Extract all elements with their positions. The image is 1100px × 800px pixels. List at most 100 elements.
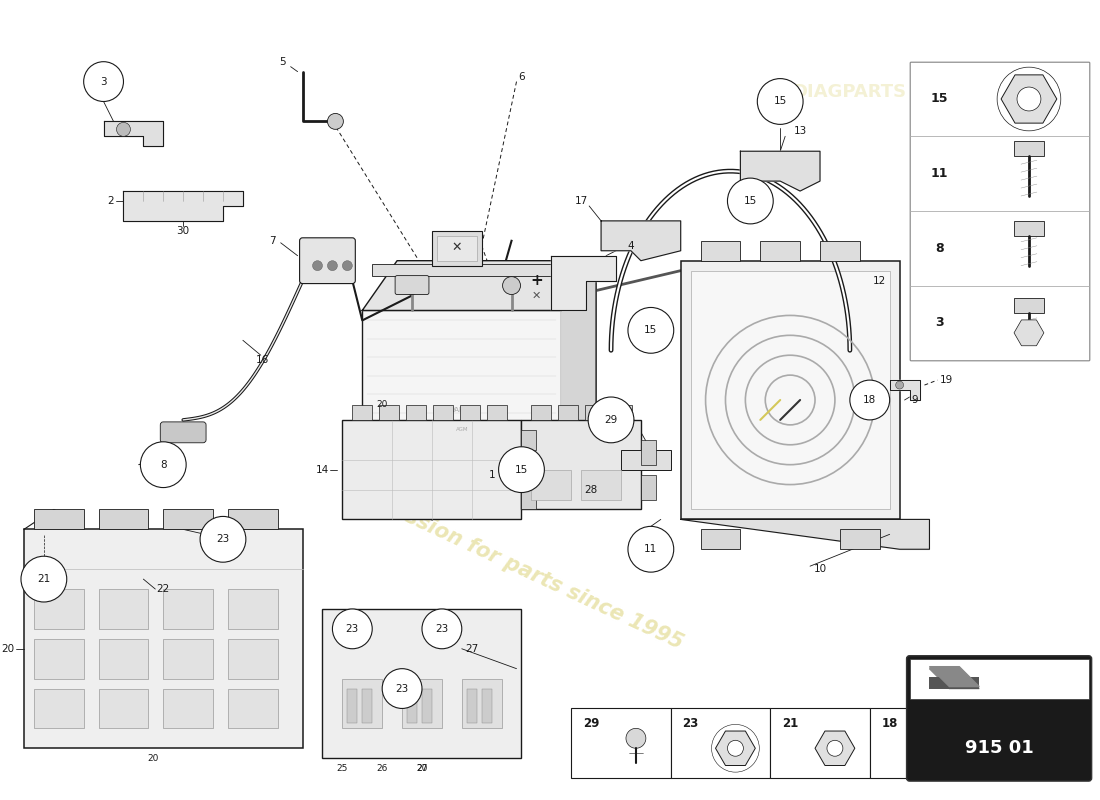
Text: 15: 15 <box>645 326 658 335</box>
Bar <box>581 470 622 499</box>
Polygon shape <box>123 191 243 221</box>
Text: 12: 12 <box>873 275 887 286</box>
Text: 21: 21 <box>37 574 51 584</box>
Text: 1: 1 <box>488 470 495 480</box>
Bar <box>930 677 979 689</box>
Circle shape <box>628 526 673 572</box>
Bar <box>691 270 890 510</box>
Text: 21: 21 <box>782 717 799 730</box>
Bar <box>228 689 277 728</box>
Bar <box>910 286 1089 360</box>
Bar <box>482 689 492 723</box>
Text: 29: 29 <box>583 717 600 730</box>
Circle shape <box>827 740 843 756</box>
FancyBboxPatch shape <box>161 422 206 442</box>
Text: ✕: ✕ <box>452 242 462 254</box>
Bar <box>486 405 507 420</box>
Text: 28: 28 <box>584 485 597 494</box>
Text: AGM: AGM <box>455 427 468 432</box>
Text: 18: 18 <box>864 395 877 405</box>
Bar <box>163 589 213 629</box>
Text: 3: 3 <box>100 77 107 86</box>
Bar <box>1014 221 1044 236</box>
Text: 15: 15 <box>744 196 757 206</box>
Bar <box>406 405 426 420</box>
Polygon shape <box>103 122 163 146</box>
Bar <box>1014 298 1044 313</box>
Circle shape <box>588 397 634 442</box>
Text: 19: 19 <box>939 375 953 385</box>
Text: 6: 6 <box>518 72 525 82</box>
Text: 3: 3 <box>935 316 944 330</box>
Text: VARTA: VARTA <box>451 407 473 413</box>
Bar <box>433 405 453 420</box>
Bar <box>681 261 900 519</box>
Bar <box>352 405 372 420</box>
Bar <box>910 136 1089 211</box>
Text: 9: 9 <box>911 395 917 405</box>
Circle shape <box>332 609 372 649</box>
Bar <box>422 689 432 723</box>
Bar <box>840 530 880 550</box>
Circle shape <box>21 556 67 602</box>
Bar <box>701 530 740 550</box>
Bar <box>760 241 800 261</box>
Bar <box>379 405 399 420</box>
Bar <box>521 490 537 510</box>
Text: 20: 20 <box>376 401 388 410</box>
Bar <box>34 589 84 629</box>
Circle shape <box>312 261 322 270</box>
Polygon shape <box>930 669 979 689</box>
Bar <box>466 689 476 723</box>
Circle shape <box>117 122 131 136</box>
Bar <box>585 405 605 420</box>
Text: 26: 26 <box>376 764 388 773</box>
Text: 15: 15 <box>515 465 528 474</box>
Bar <box>770 709 870 778</box>
Polygon shape <box>930 666 979 686</box>
FancyBboxPatch shape <box>395 276 429 294</box>
Text: ✕: ✕ <box>531 290 541 301</box>
Circle shape <box>850 380 890 420</box>
Bar <box>910 62 1089 136</box>
Bar <box>612 405 631 420</box>
Circle shape <box>727 740 744 756</box>
Bar <box>362 689 372 723</box>
Bar <box>460 405 480 420</box>
Bar <box>531 405 551 420</box>
FancyBboxPatch shape <box>906 656 1091 781</box>
Text: 17: 17 <box>574 196 587 206</box>
Bar <box>362 310 561 460</box>
Circle shape <box>727 178 773 224</box>
Bar <box>701 241 740 261</box>
Bar <box>910 211 1089 286</box>
Text: 20: 20 <box>416 764 428 773</box>
Circle shape <box>328 114 343 130</box>
Polygon shape <box>681 519 930 550</box>
Bar <box>521 430 537 450</box>
Text: a passion for parts since 1995: a passion for parts since 1995 <box>356 485 686 654</box>
Circle shape <box>422 609 462 649</box>
Circle shape <box>895 381 903 389</box>
Text: 10: 10 <box>813 564 826 574</box>
Text: DIAGPARTS: DIAGPARTS <box>793 82 906 101</box>
Bar <box>372 264 551 276</box>
Bar <box>641 474 656 499</box>
Text: 18: 18 <box>881 717 898 730</box>
Text: 15: 15 <box>931 93 948 106</box>
Polygon shape <box>740 151 820 191</box>
Bar <box>228 639 277 678</box>
Bar <box>342 678 382 728</box>
Bar <box>1014 142 1044 156</box>
Text: 23: 23 <box>396 683 409 694</box>
Polygon shape <box>890 380 920 400</box>
Bar <box>342 420 521 519</box>
Circle shape <box>626 728 646 748</box>
Bar <box>559 405 579 420</box>
Circle shape <box>1018 87 1041 111</box>
Bar <box>820 241 860 261</box>
Bar <box>348 689 358 723</box>
Text: 915 01: 915 01 <box>965 739 1034 758</box>
Bar <box>641 440 656 465</box>
Bar <box>926 731 943 743</box>
